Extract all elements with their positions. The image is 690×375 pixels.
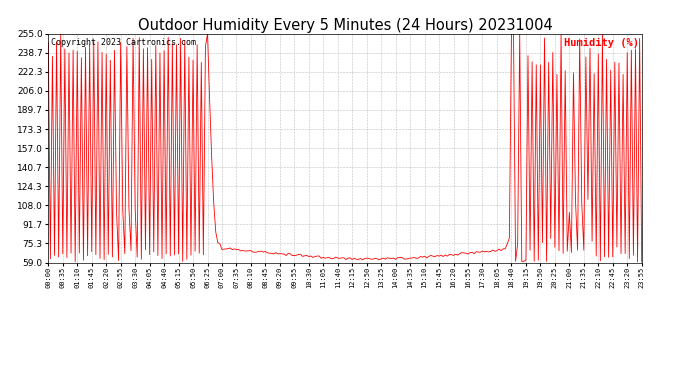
Text: Humidity (%): Humidity (%) bbox=[564, 38, 639, 48]
Text: Copyright 2023 Cartronics.com: Copyright 2023 Cartronics.com bbox=[51, 38, 196, 47]
Title: Outdoor Humidity Every 5 Minutes (24 Hours) 20231004: Outdoor Humidity Every 5 Minutes (24 Hou… bbox=[137, 18, 553, 33]
